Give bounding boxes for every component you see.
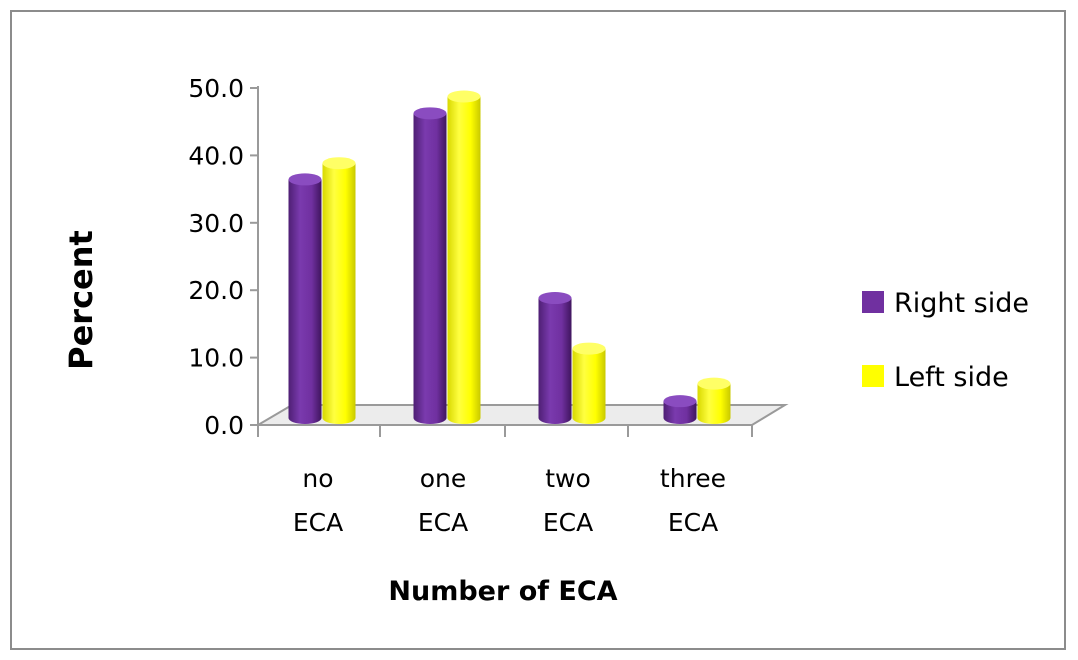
bars: [288, 90, 731, 425]
bar-right-side: [663, 395, 697, 425]
bar-top: [572, 342, 606, 355]
bar-top: [538, 292, 572, 305]
x-tick-label: ECA: [418, 508, 468, 537]
bar-body: [572, 348, 606, 425]
bar-body: [288, 179, 322, 425]
y-tick-label: 0.0: [204, 411, 244, 440]
y-tick-label: 10.0: [188, 344, 244, 373]
bar-top: [413, 107, 447, 120]
bar-body: [413, 113, 447, 425]
bar-left-side: [447, 90, 481, 425]
bar-body: [447, 96, 481, 425]
category-labels: no ECA one ECA two ECA three ECA: [293, 464, 726, 537]
y-tick-label: 50.0: [188, 74, 244, 103]
legend-swatch: [862, 291, 884, 313]
bar-left-side: [697, 377, 731, 425]
x-axis-title: Number of ECA: [388, 576, 617, 607]
bar-top: [663, 395, 697, 408]
x-tick-label: no: [302, 464, 333, 493]
bar-body: [697, 383, 731, 425]
legend-label: Left side: [894, 362, 1009, 393]
bar-top: [322, 157, 356, 170]
bar-top: [447, 90, 481, 103]
x-tick-label: ECA: [668, 508, 718, 537]
y-tick-label: 40.0: [188, 141, 244, 170]
bar-left-side: [322, 157, 356, 425]
bar-right-side: [413, 107, 447, 425]
bar-top: [697, 377, 731, 390]
bar-left-side: [572, 342, 606, 425]
x-tick-label: two: [545, 464, 591, 493]
legend-swatch: [862, 365, 884, 387]
bar-body: [538, 298, 572, 425]
legend-label: Right side: [894, 288, 1029, 319]
x-tick-label: ECA: [293, 508, 343, 537]
x-tick-label: ECA: [543, 508, 593, 537]
bar-right-side: [288, 173, 322, 425]
y-axis-title: Percent: [62, 230, 100, 370]
x-tick-label: three: [660, 464, 726, 493]
legend: Right side Left side: [862, 288, 1029, 393]
bar-body: [322, 163, 356, 425]
y-tick-label: 20.0: [188, 276, 244, 305]
bar-right-side: [538, 292, 572, 425]
y-tick-label: 30.0: [188, 209, 244, 238]
bar-body: [663, 401, 697, 425]
chart-frame: [10, 10, 1066, 650]
bar-top: [288, 173, 322, 186]
x-tick-label: one: [420, 464, 467, 493]
y-axis: 0.0 10.0 20.0 30.0 40.0 50.0: [188, 74, 753, 440]
